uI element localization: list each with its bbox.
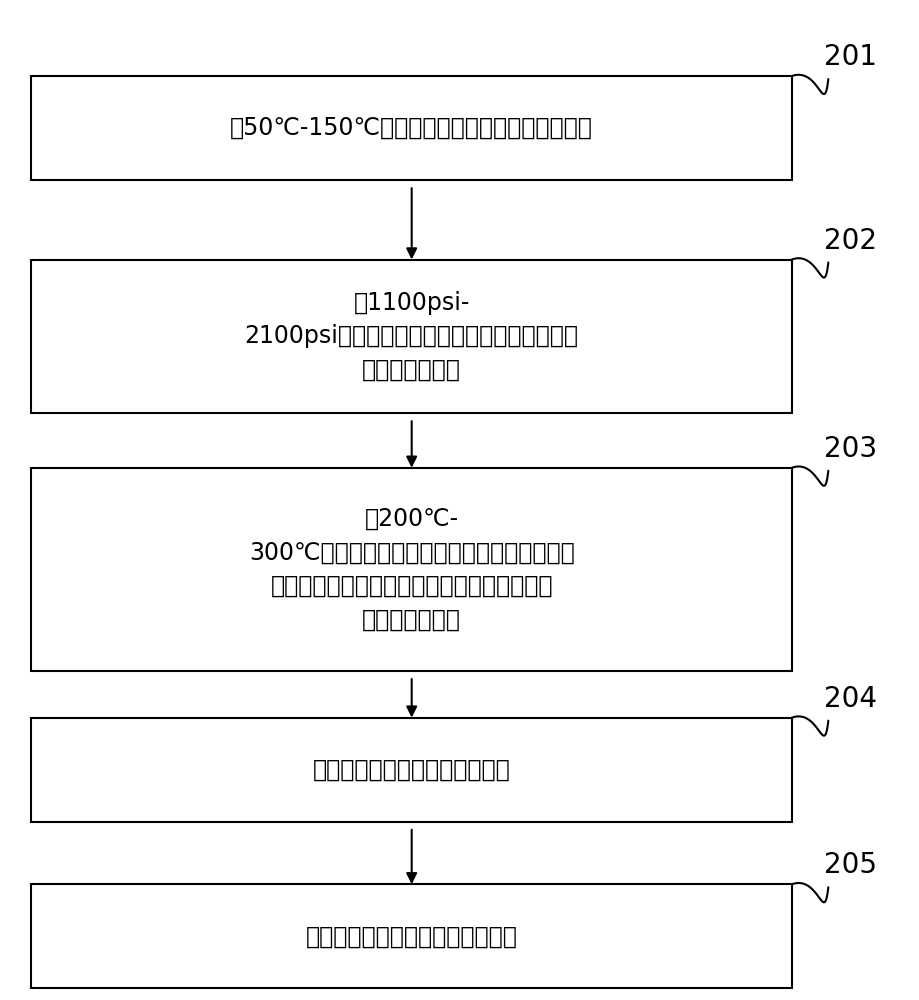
Text: 204: 204 (823, 685, 877, 713)
Bar (31, 884, 792, 988)
Text: 205: 205 (823, 851, 877, 879)
Text: 在50℃-150℃的温度下，将基底置于氢气气氛中: 在50℃-150℃的温度下，将基底置于氢气气氛中 (231, 116, 593, 140)
Text: 对所述基底进行丝网印刷制备电极: 对所述基底进行丝网印刷制备电极 (306, 924, 517, 948)
Bar (31, 260, 792, 413)
Text: 在200℃-
300℃的温度下，采用光源对所述基底进行辐照
第二工艺时间，所述光源包括卤素灯、红外灯
管中的至少一种: 在200℃- 300℃的温度下，采用光源对所述基底进行辐照 第二工艺时间，所述光… (249, 507, 574, 632)
Text: 201: 201 (823, 43, 877, 71)
Text: 在第三工艺时间内冷却所述基底: 在第三工艺时间内冷却所述基底 (312, 758, 511, 782)
Bar (31, 76, 792, 180)
Text: 203: 203 (823, 435, 877, 463)
Bar (31, 468, 792, 671)
Text: 202: 202 (823, 227, 877, 255)
Text: 以1100psi-
2100psi的压强向基底通入超临界二氧化碳，反
应第一工艺时间: 以1100psi- 2100psi的压强向基底通入超临界二氧化碳，反 应第一工艺… (244, 291, 579, 382)
Bar (31, 718, 792, 822)
